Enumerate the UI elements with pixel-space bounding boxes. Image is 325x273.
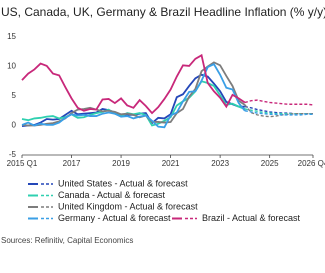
x-tick-label: 2015 Q1 — [7, 159, 38, 168]
actual-line — [21, 61, 246, 127]
x-tick-label: 2025 — [261, 159, 279, 168]
forecast-line — [244, 99, 314, 106]
y-tick-label: 10 — [7, 62, 16, 71]
legend-label: Germany - Actual & forecast — [58, 213, 171, 223]
x-tick-label: 2017 — [63, 159, 81, 168]
legend-label: United States - Actual & forecast — [58, 178, 188, 188]
y-tick-label: 5 — [12, 91, 17, 100]
x-tick-label: 2023 — [211, 159, 229, 168]
legend-label: Canada - Actual & forecast — [58, 190, 166, 200]
actual-line — [21, 53, 246, 115]
x-tick-label: 2019 — [112, 159, 130, 168]
x-tick-label: 2026 Q4 — [298, 159, 325, 168]
x-tick-label: 2021 — [162, 159, 180, 168]
y-tick-label: 0 — [12, 121, 17, 130]
legend-label: United Kingdom - Actual & forecast — [58, 201, 198, 211]
actual-line — [21, 62, 246, 129]
forecast-line — [244, 110, 313, 116]
legend-label: Brazil - Actual & forecast — [202, 213, 301, 223]
y-tick-label: 15 — [7, 32, 16, 41]
forecast-line — [244, 104, 313, 118]
chart-title: US, Canada, UK, Germany & Brazil Headlin… — [1, 5, 325, 19]
source-note: Sources: Refinitiv, Capital Economics — [1, 236, 133, 245]
y-tick-label: -5 — [9, 150, 17, 159]
